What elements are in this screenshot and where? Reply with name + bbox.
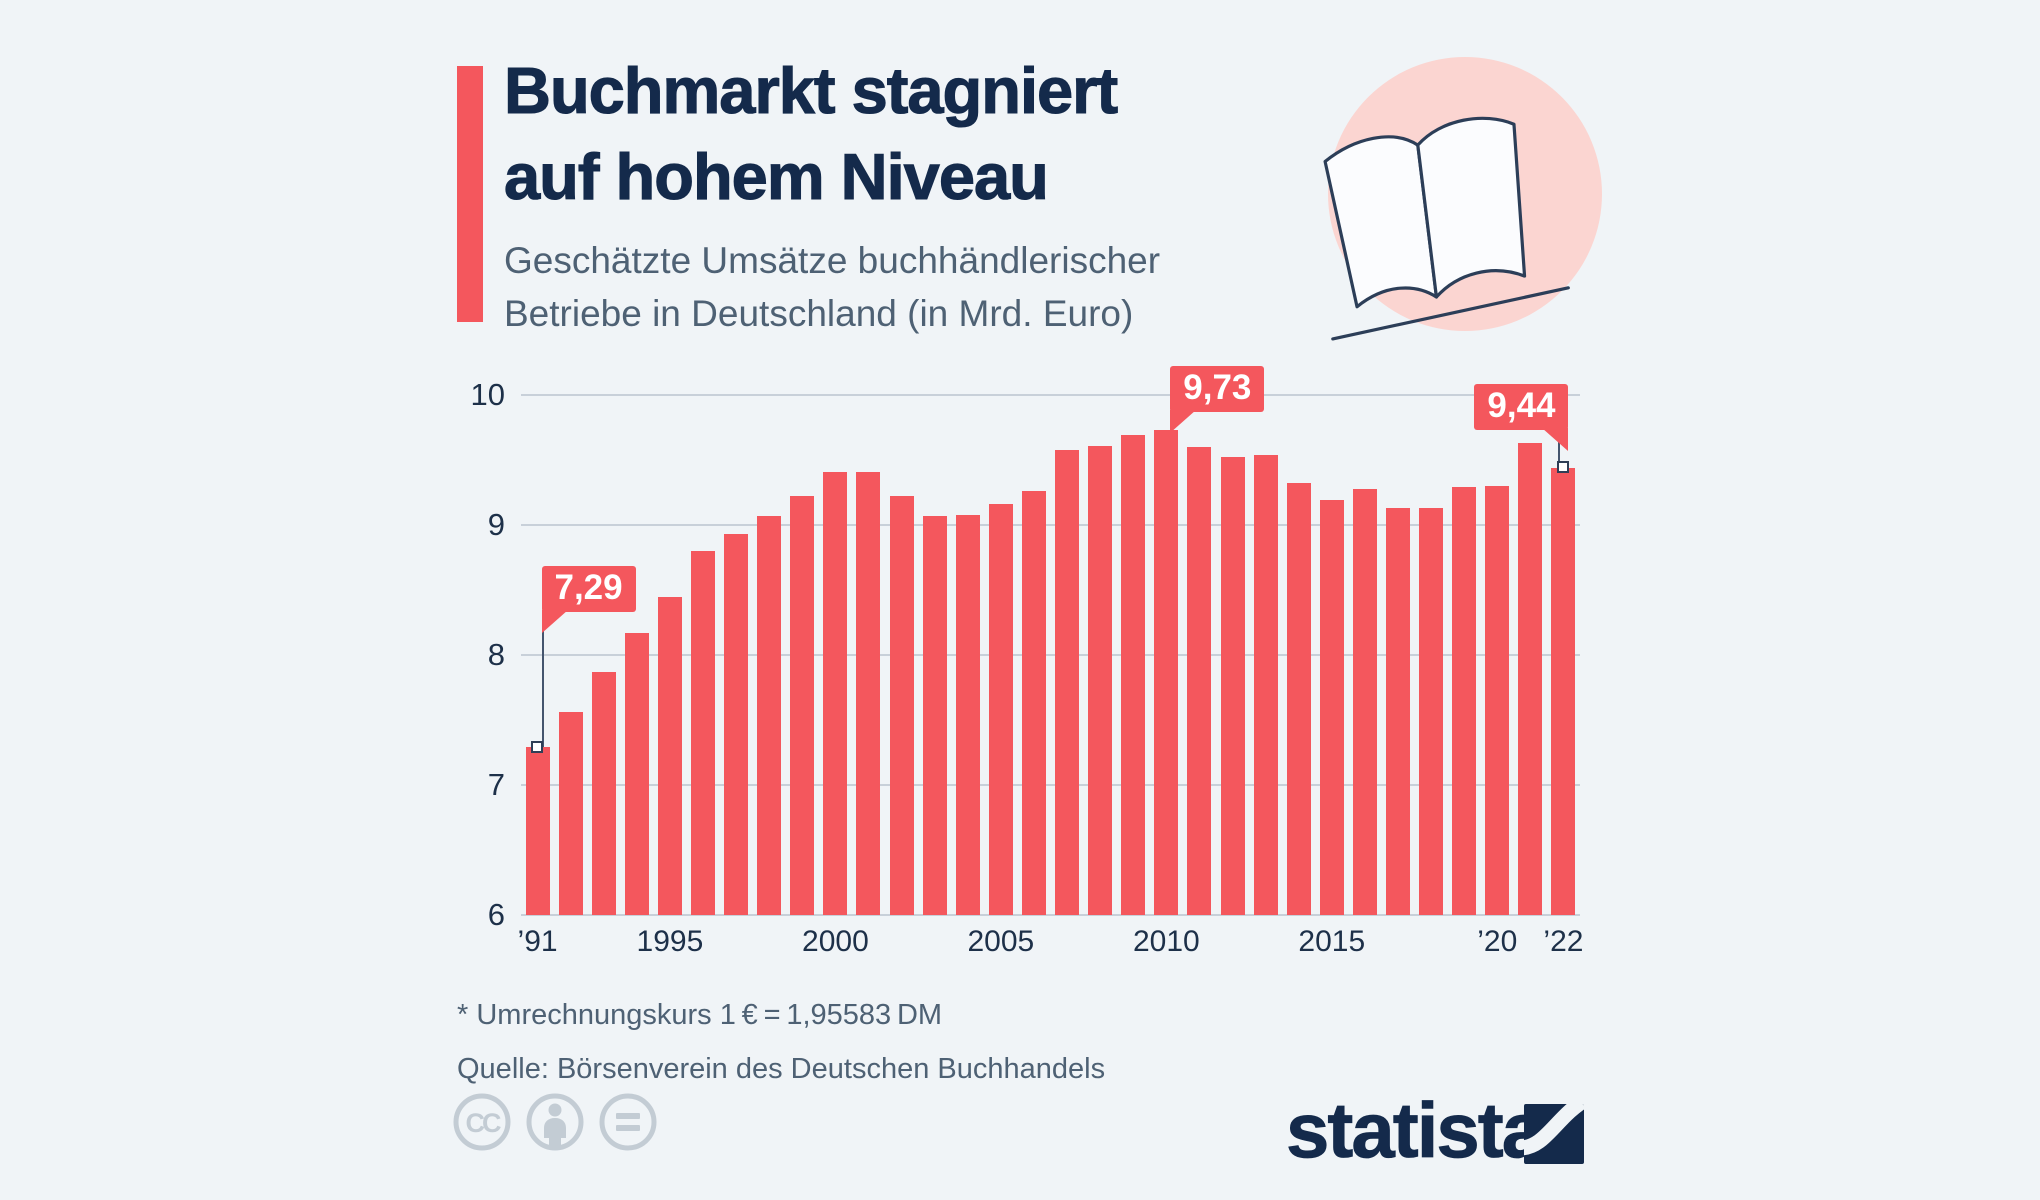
y-tick-label-7: 7 <box>487 767 505 802</box>
gridline-10 <box>521 394 1580 396</box>
callout-tail-1991 <box>541 610 568 634</box>
subtitle-line-2: Betriebe in Deutschland (in Mrd. Euro) <box>504 293 1134 334</box>
y-tick-label-10: 10 <box>470 377 505 412</box>
y-tick-label-6: 6 <box>487 897 505 932</box>
bar-1999 <box>790 496 815 915</box>
x-tick-label-2005: 2005 <box>967 925 1035 958</box>
bar-2013 <box>1253 454 1278 915</box>
bar-1997 <box>724 534 749 915</box>
title-line-2: auf hohem Niveau <box>503 139 1049 213</box>
callout-tail-2010 <box>1170 410 1197 434</box>
bar-2001 <box>856 471 881 915</box>
x-tick-label-20: ’20 <box>1477 925 1518 958</box>
no-derivatives-icon <box>599 1093 657 1151</box>
cc-license-icons: CC <box>453 1093 657 1151</box>
callout-value-1991: 7,29 <box>554 568 623 608</box>
bar-2005 <box>988 504 1013 915</box>
bar-2006 <box>1021 491 1046 915</box>
y-axis: 6 7 8 9 10 <box>390 377 505 932</box>
bar-2022 <box>1551 467 1576 915</box>
open-book-icon <box>1323 116 1570 341</box>
subtitle-line-1: Geschätzte Umsätze buchhändlerischer <box>504 240 1161 281</box>
cc-icon: CC <box>453 1093 511 1151</box>
x-axis: ’91 1995 2000 2005 2010 2015 ’20 ’22 <box>517 925 1584 965</box>
gridline-9 <box>521 524 1580 526</box>
gridline-8 <box>521 654 1580 656</box>
x-tick-label-2015: 2015 <box>1298 925 1366 958</box>
data-point-marker-2022 <box>1556 461 1569 474</box>
bar-2014 <box>1286 483 1311 915</box>
callout-value-2010: 9,73 <box>1183 368 1252 408</box>
gridline-6 <box>521 914 1580 916</box>
chart-subtitle: Geschätzte Umsätze buchhändlerischer Bet… <box>504 234 1160 340</box>
title-line-1: Buchmarkt stagniert <box>503 53 1118 127</box>
bar-1993 <box>591 671 616 915</box>
bar-1992 <box>558 712 583 915</box>
callout-connector-1991 <box>541 610 544 748</box>
x-tick-label-2010: 2010 <box>1132 925 1200 958</box>
bar-2019 <box>1452 487 1477 915</box>
bar-2010 <box>1154 430 1179 915</box>
statista-logo-wordmark: statista <box>1286 1086 1546 1174</box>
bar-2015 <box>1319 500 1344 915</box>
bar-2004 <box>955 514 980 915</box>
bar-2008 <box>1088 445 1113 915</box>
title-accent-bar <box>457 66 483 322</box>
value-callout-2022: 9,44 <box>1474 383 1569 451</box>
y-tick-label-8: 8 <box>487 637 505 672</box>
bar-1991 <box>525 747 550 915</box>
bar-2007 <box>1055 449 1080 915</box>
bar-2021 <box>1518 443 1543 915</box>
attribution-icon <box>526 1093 584 1151</box>
x-tick-label-2000: 2000 <box>802 925 869 958</box>
open-book-illustration <box>1323 57 1602 341</box>
bar-2018 <box>1419 508 1444 915</box>
footnote-block: * Umrechnungskurs 1 € = 1,95583 DM Quell… <box>457 998 1105 1106</box>
bar-2002 <box>889 496 914 915</box>
bar-1994 <box>624 632 649 915</box>
bar-1996 <box>691 551 716 915</box>
bar-2009 <box>1121 435 1146 915</box>
bar-2017 <box>1385 508 1410 915</box>
bar-2020 <box>1485 486 1510 915</box>
data-point-marker-1991 <box>531 740 544 753</box>
page-title: Buchmarkt stagniert auf hohem Niveau <box>503 48 1118 220</box>
bar-2016 <box>1352 488 1377 915</box>
bar-2003 <box>922 515 947 915</box>
footnote-source: Quelle: Börsenverein des Deutschen Buchh… <box>457 1053 1106 1085</box>
gridline-7 <box>521 784 1580 786</box>
x-tick-label-1995: 1995 <box>636 925 704 958</box>
callout-value-2022: 9,44 <box>1487 385 1556 425</box>
x-tick-label-22: ’22 <box>1543 925 1584 958</box>
callout-tail-2022 <box>1542 427 1569 451</box>
footnote-conversion-rate: * Umrechnungskurs 1 € = 1,95583 DM <box>457 999 943 1031</box>
value-callout-2010: 9,73 <box>1170 366 1265 434</box>
bar-chart-plot-area: 7,29 9,73 9,44 <box>521 366 1580 916</box>
statista-logo-mark <box>1524 1104 1584 1164</box>
bar-2011 <box>1187 447 1212 915</box>
y-tick-label-9: 9 <box>487 507 505 542</box>
x-tick-label-91: ’91 <box>517 925 558 958</box>
bar-2000 <box>823 471 848 915</box>
bar-2012 <box>1220 457 1245 915</box>
bar-1998 <box>757 515 782 915</box>
value-callout-1991: 7,29 <box>541 566 636 634</box>
svg-text:CC: CC <box>466 1108 501 1138</box>
bar-1995 <box>657 596 682 915</box>
